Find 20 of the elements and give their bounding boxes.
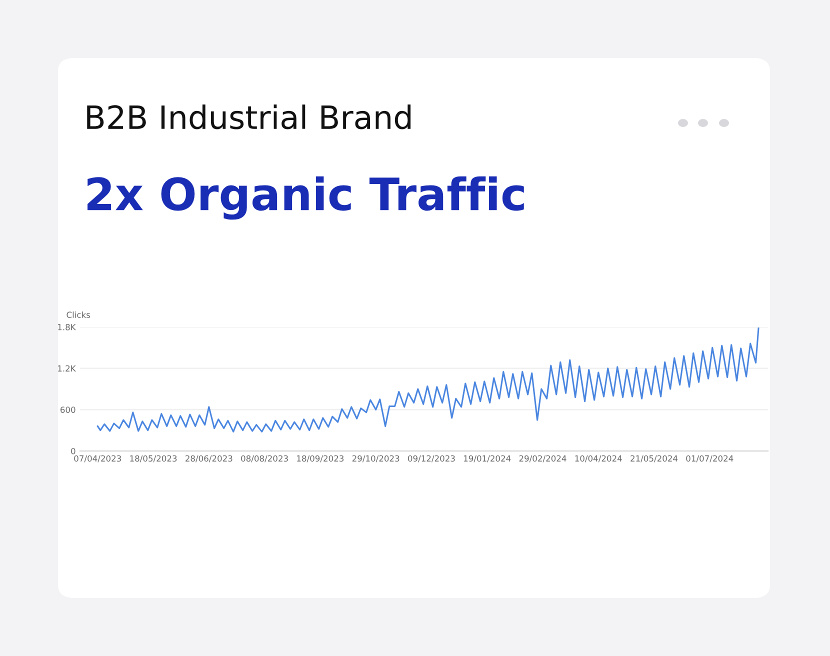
- x-tick-label: 18/05/2023: [130, 455, 177, 462]
- x-tick-label: 28/06/2023: [186, 455, 232, 462]
- x-tick-label: 21/05/2024: [630, 455, 678, 462]
- y-tick-label: 0: [71, 448, 76, 454]
- x-tick-label: 18/09/2023: [297, 455, 344, 462]
- y-tick-label: 1.2K: [58, 365, 76, 372]
- x-tick-label: 29/02/2024: [519, 455, 566, 462]
- x-tick-label: 01/07/2024: [686, 455, 734, 462]
- y-tick-label: 600: [60, 406, 76, 413]
- x-tick-label: 29/10/2023: [352, 455, 400, 462]
- x-tick-label: 09/12/2023: [408, 455, 455, 462]
- chart-title: B2B Industrial Brand: [87, 104, 411, 130]
- chart-subtitle: 2x Organic Traffic: [88, 176, 524, 220]
- y-axis-title: Clicks: [66, 311, 90, 318]
- y-tick-label: 1.8K: [58, 324, 76, 330]
- x-tick-label: 08/08/2023: [241, 455, 288, 462]
- x-tick-label: 19/01/2024: [464, 455, 511, 462]
- x-tick-label: 10/04/2024: [575, 455, 622, 462]
- line-series: [96, 328, 760, 432]
- x-tick-label: 07/04/2023: [74, 455, 121, 462]
